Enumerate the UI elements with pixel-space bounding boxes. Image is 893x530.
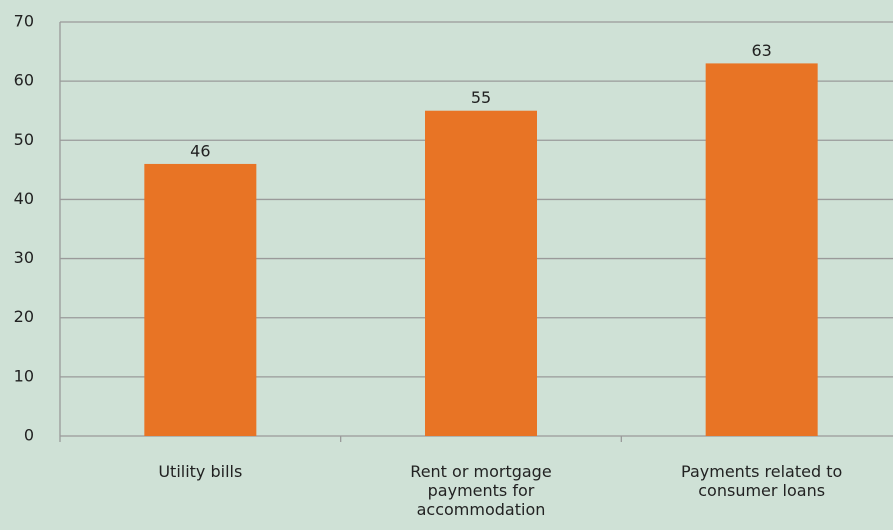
bar xyxy=(425,110,537,436)
x-tick-label-box: Payments related to consumer loans xyxy=(681,462,843,500)
x-tick-label: Rent or mortgage payments for accommodat… xyxy=(410,462,552,519)
y-tick-label: 70 xyxy=(14,12,34,31)
x-tick-label-box: Utility bills xyxy=(158,462,243,481)
y-tick-label: 50 xyxy=(14,130,34,149)
bar xyxy=(705,63,818,437)
x-tick-label: Utility bills xyxy=(158,462,243,481)
x-tick-label: Payments related to consumer loans xyxy=(681,462,843,500)
y-tick-label: 20 xyxy=(14,307,34,326)
data-label: 63 xyxy=(751,41,771,60)
y-tick-label: 0 xyxy=(24,426,34,445)
data-label: 55 xyxy=(471,88,491,107)
x-tick-label-box: Rent or mortgage payments for accommodat… xyxy=(410,462,552,519)
bar xyxy=(144,163,257,436)
y-tick-label: 30 xyxy=(14,248,34,267)
y-tick-label: 40 xyxy=(14,189,34,208)
y-tick-label: 60 xyxy=(14,71,34,90)
data-label: 46 xyxy=(190,141,210,160)
y-tick-label: 10 xyxy=(14,366,34,385)
